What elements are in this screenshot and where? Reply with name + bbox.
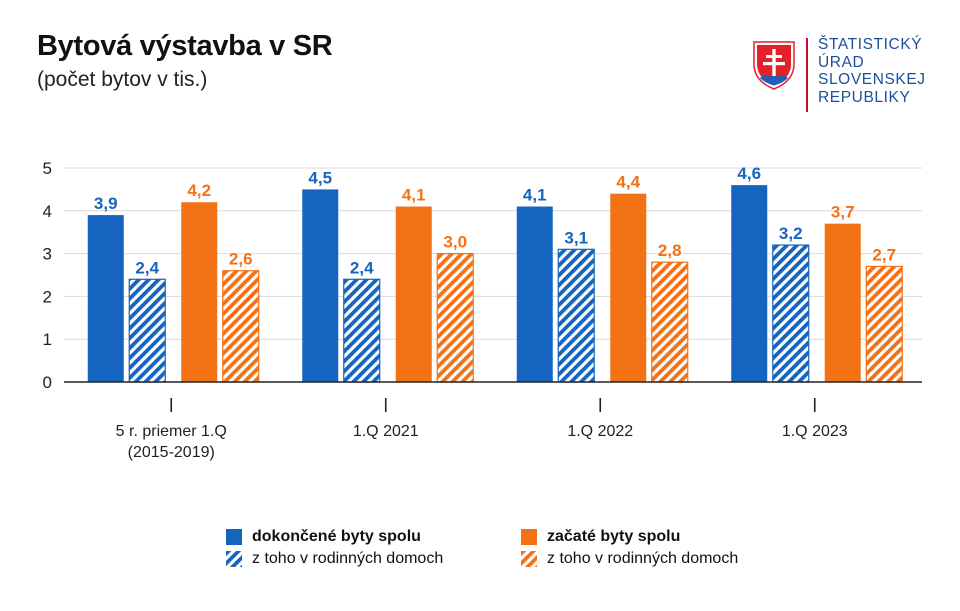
- data-label: 4,6: [737, 164, 761, 183]
- legend-label: z toho v rodinných domoch: [252, 550, 444, 567]
- legend-item-completed-family: z toho v rodinných domoch: [226, 550, 443, 568]
- legend-label: z toho v rodinných domoch: [547, 550, 739, 567]
- legend-label: začaté byty spolu: [547, 528, 681, 545]
- bar-started-total: [610, 193, 647, 382]
- bar-started-family-houses: [222, 270, 260, 383]
- x-tick-label: 1.Q 2023: [782, 423, 848, 440]
- data-label: 4,1: [523, 186, 547, 205]
- data-label: 2,4: [350, 258, 374, 277]
- data-label: 3,2: [779, 224, 803, 243]
- data-label: 3,7: [831, 203, 855, 222]
- bar-started-total: [181, 202, 218, 382]
- data-label: 2,6: [229, 250, 253, 269]
- y-tick-label: 3: [43, 245, 52, 264]
- legend-item-completed: dokončené byty spolu: [226, 528, 421, 546]
- x-tick-label: 1.Q 2022: [567, 423, 633, 440]
- bar-completed-family-houses: [557, 248, 595, 383]
- bar-started-family-houses: [865, 265, 903, 383]
- x-tick-label: 5 r. priemer 1.Q: [116, 423, 227, 440]
- legend-swatch-blue-solid: [226, 529, 242, 545]
- logo-line: SLOVENSKEJ: [818, 71, 926, 88]
- y-tick-label: 4: [43, 202, 52, 221]
- logo-text: ŠTATISTICKÝ ÚRAD SLOVENSKEJ REPUBLIKY: [818, 36, 926, 106]
- bar-completed-family-houses: [343, 278, 381, 383]
- bar-completed-total: [302, 189, 339, 382]
- bar-completed-family-houses: [772, 244, 810, 383]
- y-tick-label: 0: [43, 373, 52, 392]
- bar-completed-family-houses: [128, 278, 166, 383]
- legend-item-started: začaté byty spolu: [521, 528, 680, 546]
- legend-item-started-family: z toho v rodinných domoch: [521, 550, 738, 568]
- legend-label: dokončené byty spolu: [252, 528, 421, 545]
- data-label: 4,1: [402, 186, 426, 205]
- bar-started-family-houses: [436, 253, 474, 383]
- x-tick-label: (2015-2019): [128, 444, 215, 461]
- bar-started-total: [824, 223, 861, 382]
- logo-line: ŠTATISTICKÝ: [818, 36, 923, 53]
- chart-title: Bytová výstavba v SR: [37, 30, 333, 62]
- data-label: 4,5: [308, 168, 332, 187]
- data-label: 3,0: [443, 233, 467, 252]
- slovak-coat-of-arms-icon: [753, 41, 795, 90]
- data-label: 2,4: [135, 258, 159, 277]
- y-tick-label: 2: [43, 287, 52, 306]
- data-label: 4,4: [616, 173, 640, 192]
- data-label: 3,9: [94, 194, 118, 213]
- y-tick-label: 1: [43, 330, 52, 349]
- logo-divider: [806, 38, 808, 112]
- bar-completed-total: [516, 206, 553, 382]
- bar-completed-total: [731, 185, 768, 382]
- bar-started-family-houses: [651, 261, 689, 383]
- legend-swatch-orange-hatched: [521, 551, 537, 567]
- data-label: 2,7: [872, 245, 896, 264]
- legend-swatch-blue-hatched: [226, 551, 242, 567]
- y-tick-label: 5: [43, 159, 52, 178]
- susr-logo: ŠTATISTICKÝ ÚRAD SLOVENSKEJ REPUBLIKY: [752, 36, 942, 116]
- x-tick-label: 1.Q 2021: [353, 423, 419, 440]
- chart-subtitle: (počet bytov v tis.): [37, 68, 208, 91]
- legend-swatch-orange-solid: [521, 529, 537, 545]
- data-label: 4,2: [187, 181, 211, 200]
- data-label: 2,8: [658, 241, 682, 260]
- logo-line: REPUBLIKY: [818, 88, 911, 106]
- bar-completed-total: [87, 215, 124, 382]
- bar-started-total: [395, 206, 432, 382]
- logo-line: ÚRAD: [818, 53, 865, 71]
- data-label: 3,1: [564, 228, 588, 247]
